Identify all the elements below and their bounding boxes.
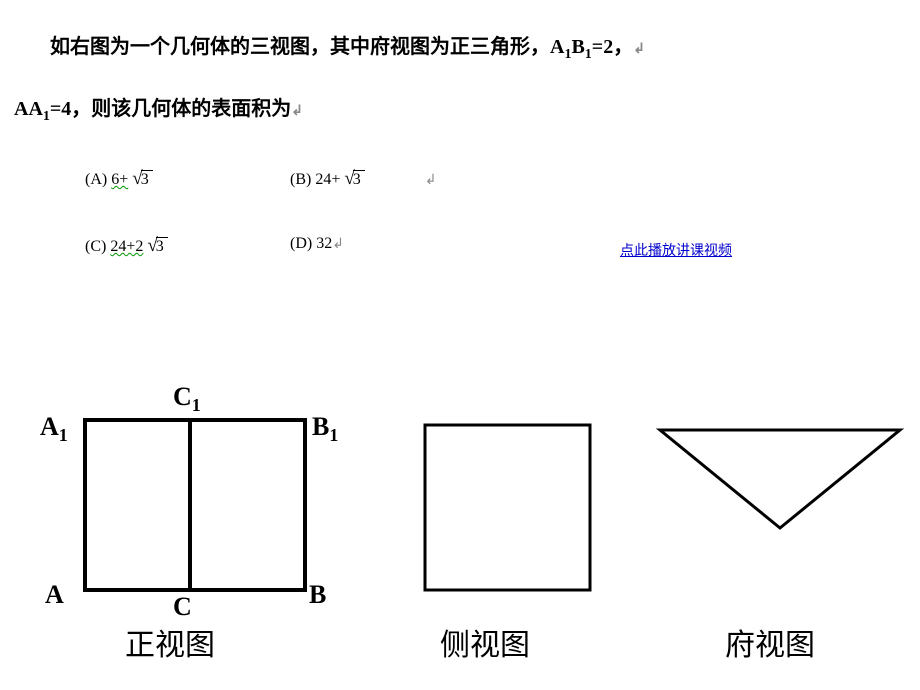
answer-C: (C) 24+2 √3 <box>85 235 164 257</box>
front-caption: 正视图 <box>125 620 215 664</box>
answer-A-label: (A) <box>85 171 107 188</box>
answer-D-num: 32 <box>316 235 332 252</box>
label-A: A <box>45 580 64 610</box>
answer-A-num: 6+ <box>111 171 128 188</box>
label-C: C <box>173 592 192 622</box>
return-mark-4: ↲ <box>332 235 344 251</box>
answer-D-label: (D) <box>290 235 312 252</box>
ab-B: B <box>571 36 584 58</box>
side-view-svg <box>415 415 615 615</box>
ab-B-sub: 1 <box>585 47 592 62</box>
answer-D: (D) 32↲ <box>290 235 344 253</box>
play-video-link[interactable]: 点此播放讲课视频 <box>620 240 732 260</box>
label-C1: C1 <box>173 382 201 416</box>
side-caption: 侧视图 <box>440 620 530 664</box>
problem-line-1: 如右图为一个几何体的三视图，其中府视图为正三角形，A1B1=2，↲ <box>50 30 645 63</box>
answer-C-num: 24+2 <box>110 238 143 255</box>
problem-line-2: AA1=4，则该几何体的表面积为↲ <box>14 92 303 125</box>
top-view-svg <box>650 420 910 620</box>
sqrt-icon: √3 <box>344 168 360 190</box>
return-mark: ↲ <box>633 40 645 56</box>
answer-C-label: (C) <box>85 238 106 255</box>
aa: AA <box>14 98 43 120</box>
label-A1: A1 <box>40 412 68 446</box>
aa-sub: 1 <box>43 109 50 124</box>
label-B1: B1 <box>312 412 338 446</box>
return-mark-2: ↲ <box>291 102 303 118</box>
label-B: B <box>309 580 326 610</box>
line1-text: 如右图为一个几何体的三视图，其中府视图为正三角形， <box>50 36 550 58</box>
answer-B-label: (B) <box>290 171 311 188</box>
return-mark-3: ↲ <box>425 171 437 187</box>
top-caption: 府视图 <box>725 620 815 664</box>
front-view-svg <box>75 410 335 640</box>
diagram-area: A1 C1 B1 A C B 正视图 侧视图 府视图 <box>25 380 895 680</box>
ab-A: A <box>550 36 564 58</box>
answer-A: (A) 6+ √3 <box>85 168 149 190</box>
answer-B-rad: 3 <box>353 171 361 188</box>
eq2: =4，则该几何体的表面积为 <box>50 98 291 120</box>
answer-B: (B) 24+ √3 ↲ <box>290 168 437 190</box>
sqrt-icon: √3 <box>132 168 148 190</box>
sqrt-icon: √3 <box>147 235 163 257</box>
eq1: =2， <box>592 36 633 58</box>
answer-A-rad: 3 <box>141 171 149 188</box>
answer-C-rad: 3 <box>156 238 164 255</box>
answer-B-num: 24+ <box>315 171 340 188</box>
